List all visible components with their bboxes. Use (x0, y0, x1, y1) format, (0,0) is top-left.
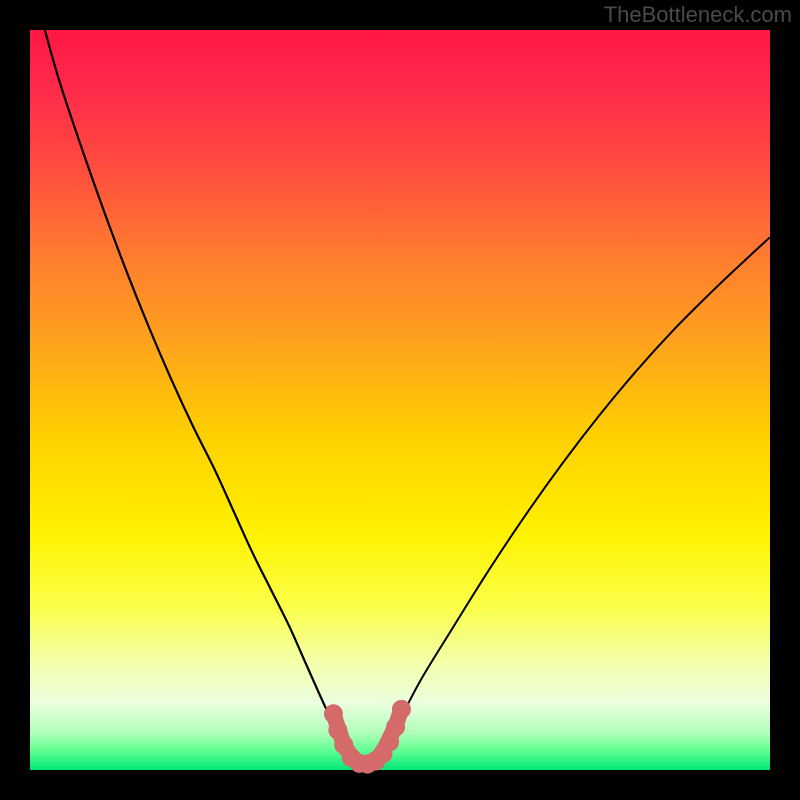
gradient-background (30, 30, 770, 770)
highlight-dot (324, 704, 343, 723)
chart-container: { "watermark": "TheBottleneck.com", "cha… (0, 0, 800, 800)
highlight-dot (386, 718, 405, 737)
watermark-text: TheBottleneck.com (604, 2, 792, 28)
bottleneck-chart (0, 0, 800, 800)
highlight-dot (392, 700, 411, 719)
